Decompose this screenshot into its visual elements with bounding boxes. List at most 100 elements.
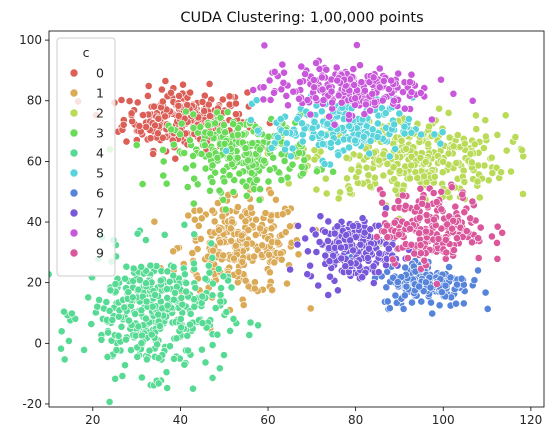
data-point [250, 252, 258, 261]
data-point [443, 220, 452, 229]
data-point [323, 120, 332, 128]
data-point [296, 78, 304, 86]
data-point [193, 245, 202, 253]
data-point [189, 151, 197, 160]
data-point [170, 354, 178, 363]
data-point [287, 152, 295, 161]
data-point [270, 68, 279, 76]
data-point [416, 153, 425, 162]
data-point [208, 291, 217, 300]
data-point [493, 130, 502, 139]
data-point [288, 160, 297, 169]
data-point [337, 98, 346, 107]
data-point [179, 80, 187, 89]
data-point [159, 171, 168, 180]
data-point [369, 262, 378, 271]
data-point [393, 180, 402, 189]
data-point [430, 172, 439, 181]
data-point [407, 161, 416, 170]
data-point [146, 261, 155, 270]
data-point [254, 321, 262, 330]
data-point [208, 161, 217, 170]
data-point [394, 197, 403, 205]
data-point [329, 167, 337, 176]
data-point [256, 185, 264, 194]
data-point [385, 304, 394, 313]
data-point [218, 212, 227, 221]
data-point [223, 108, 232, 116]
data-point [276, 115, 285, 123]
data-point [484, 176, 493, 185]
data-point [468, 197, 477, 206]
legend-box [56, 37, 116, 277]
data-point [407, 128, 416, 137]
data-point [501, 111, 510, 120]
data-point [373, 119, 382, 128]
data-point [190, 174, 199, 183]
data-point [404, 115, 413, 123]
data-point [432, 280, 441, 288]
data-point [415, 282, 423, 291]
data-point [447, 183, 456, 192]
data-point [402, 144, 410, 153]
data-point [135, 122, 144, 130]
data-point [337, 243, 345, 252]
data-point [308, 133, 317, 142]
data-point [155, 322, 164, 331]
data-point [405, 78, 414, 86]
legend-marker [69, 148, 79, 158]
data-point [125, 97, 134, 105]
data-point [198, 319, 207, 327]
data-point [442, 248, 451, 257]
data-point [436, 139, 445, 148]
data-point [281, 228, 290, 237]
data-point [407, 240, 416, 249]
legend-entry-5: 5 [69, 166, 104, 181]
data-point [369, 73, 378, 82]
data-point [417, 130, 425, 139]
data-point [183, 101, 192, 109]
data-point [137, 339, 146, 348]
data-point [470, 276, 479, 285]
data-point [154, 379, 163, 388]
data-point [267, 144, 276, 152]
data-point [258, 241, 267, 250]
data-point [460, 208, 469, 217]
data-point [306, 110, 315, 119]
data-point [175, 92, 183, 100]
data-point [146, 134, 155, 143]
data-point [138, 331, 146, 340]
data-point [107, 336, 116, 345]
data-point [186, 88, 194, 97]
data-point [468, 238, 476, 247]
data-point [117, 322, 126, 331]
data-point [122, 137, 131, 146]
data-point [366, 106, 374, 115]
data-point [241, 276, 250, 285]
data-point [219, 251, 228, 260]
data-point [278, 60, 287, 69]
data-point [255, 145, 264, 154]
data-point [325, 112, 334, 121]
data-point [354, 167, 363, 176]
data-point [332, 63, 341, 72]
legend-marker [69, 228, 79, 238]
data-point [345, 122, 354, 131]
data-point [457, 274, 466, 283]
data-point [221, 128, 229, 137]
legend-entry-4: 4 [69, 146, 104, 161]
data-point [112, 346, 121, 354]
data-point [460, 139, 469, 148]
data-point [389, 163, 398, 172]
data-point [303, 96, 312, 104]
data-point [265, 165, 274, 174]
data-point [197, 149, 206, 158]
data-point [310, 118, 319, 126]
legend-entry-6: 6 [69, 186, 104, 201]
data-point [176, 315, 185, 323]
data-point [333, 286, 342, 295]
data-point [229, 314, 238, 323]
y-axis: -20 0 20 40 60 80 100 [19, 33, 49, 411]
legend-entry-1: 1 [69, 86, 104, 101]
data-point [49, 270, 53, 279]
